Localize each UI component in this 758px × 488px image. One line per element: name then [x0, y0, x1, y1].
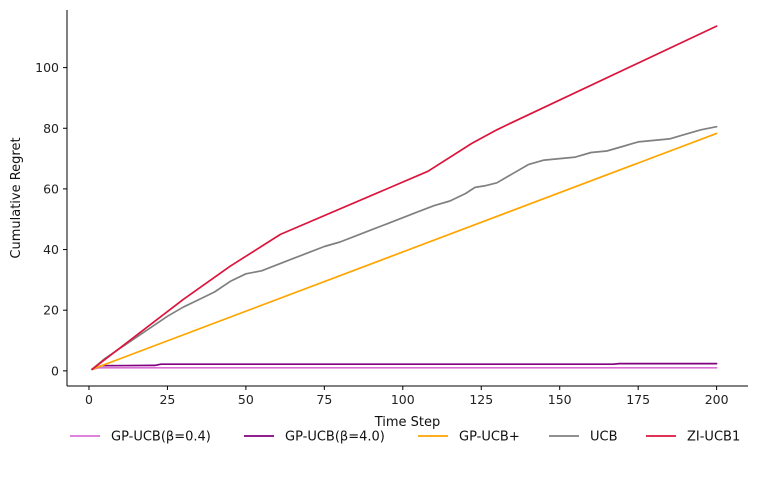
- y-tick-label: 40: [43, 242, 59, 257]
- series-line-zi-ucb1: [91, 25, 718, 371]
- x-axis-title: Time Step: [374, 415, 441, 430]
- x-tick-label: 0: [85, 392, 93, 407]
- legend-label: GP-UCB(β=0.4): [111, 430, 211, 445]
- x-ticks: 0 25 50 75 100 125 150 175 200: [85, 386, 729, 407]
- x-tick-label: 75: [316, 392, 332, 407]
- y-tick-label: 60: [43, 181, 59, 196]
- y-tick-label: 0: [51, 363, 59, 378]
- legend-item-zi-ucb1: ZI-UCB1: [646, 430, 740, 445]
- y-ticks: 0 20 40 60 80 100: [35, 60, 67, 378]
- legend-item-ucb: UCB: [549, 430, 618, 445]
- series-line-gp-ucb: [91, 132, 718, 371]
- y-tick-label: 80: [43, 121, 59, 136]
- series-line-ucb: [91, 125, 718, 371]
- y-axis-title: Cumulative Regret: [9, 137, 24, 258]
- x-tick-label: 25: [159, 392, 175, 407]
- series-line-gp-ucb-4-0: [91, 362, 718, 371]
- legend-label: ZI-UCB1: [687, 430, 740, 445]
- x-tick-label: 150: [548, 392, 572, 407]
- y-tick-label: 100: [35, 60, 59, 75]
- x-tick-label: 125: [469, 392, 493, 407]
- legend-item-gp-ucb-0-4: GP-UCB(β=0.4): [70, 430, 211, 445]
- legend-item-gp-ucb-4-0: GP-UCB(β=4.0): [244, 430, 385, 445]
- legend-item-gp-ucb: GP-UCB+: [418, 430, 520, 445]
- x-tick-label: 100: [391, 392, 415, 407]
- x-tick-label: 200: [705, 392, 729, 407]
- legend-label: UCB: [590, 430, 618, 445]
- axes: [66, 10, 748, 387]
- series-line-gp-ucb-0-4: [91, 366, 718, 371]
- plot-area: [91, 25, 718, 371]
- x-tick-label: 175: [626, 392, 650, 407]
- legend: GP-UCB(β=0.4) GP-UCB(β=4.0) GP-UCB+ UCB ZI-U…: [70, 430, 740, 445]
- y-tick-label: 20: [43, 303, 59, 318]
- legend-label: GP-UCB(β=4.0): [285, 430, 385, 445]
- legend-label: GP-UCB+: [459, 430, 520, 445]
- x-tick-label: 50: [238, 392, 254, 407]
